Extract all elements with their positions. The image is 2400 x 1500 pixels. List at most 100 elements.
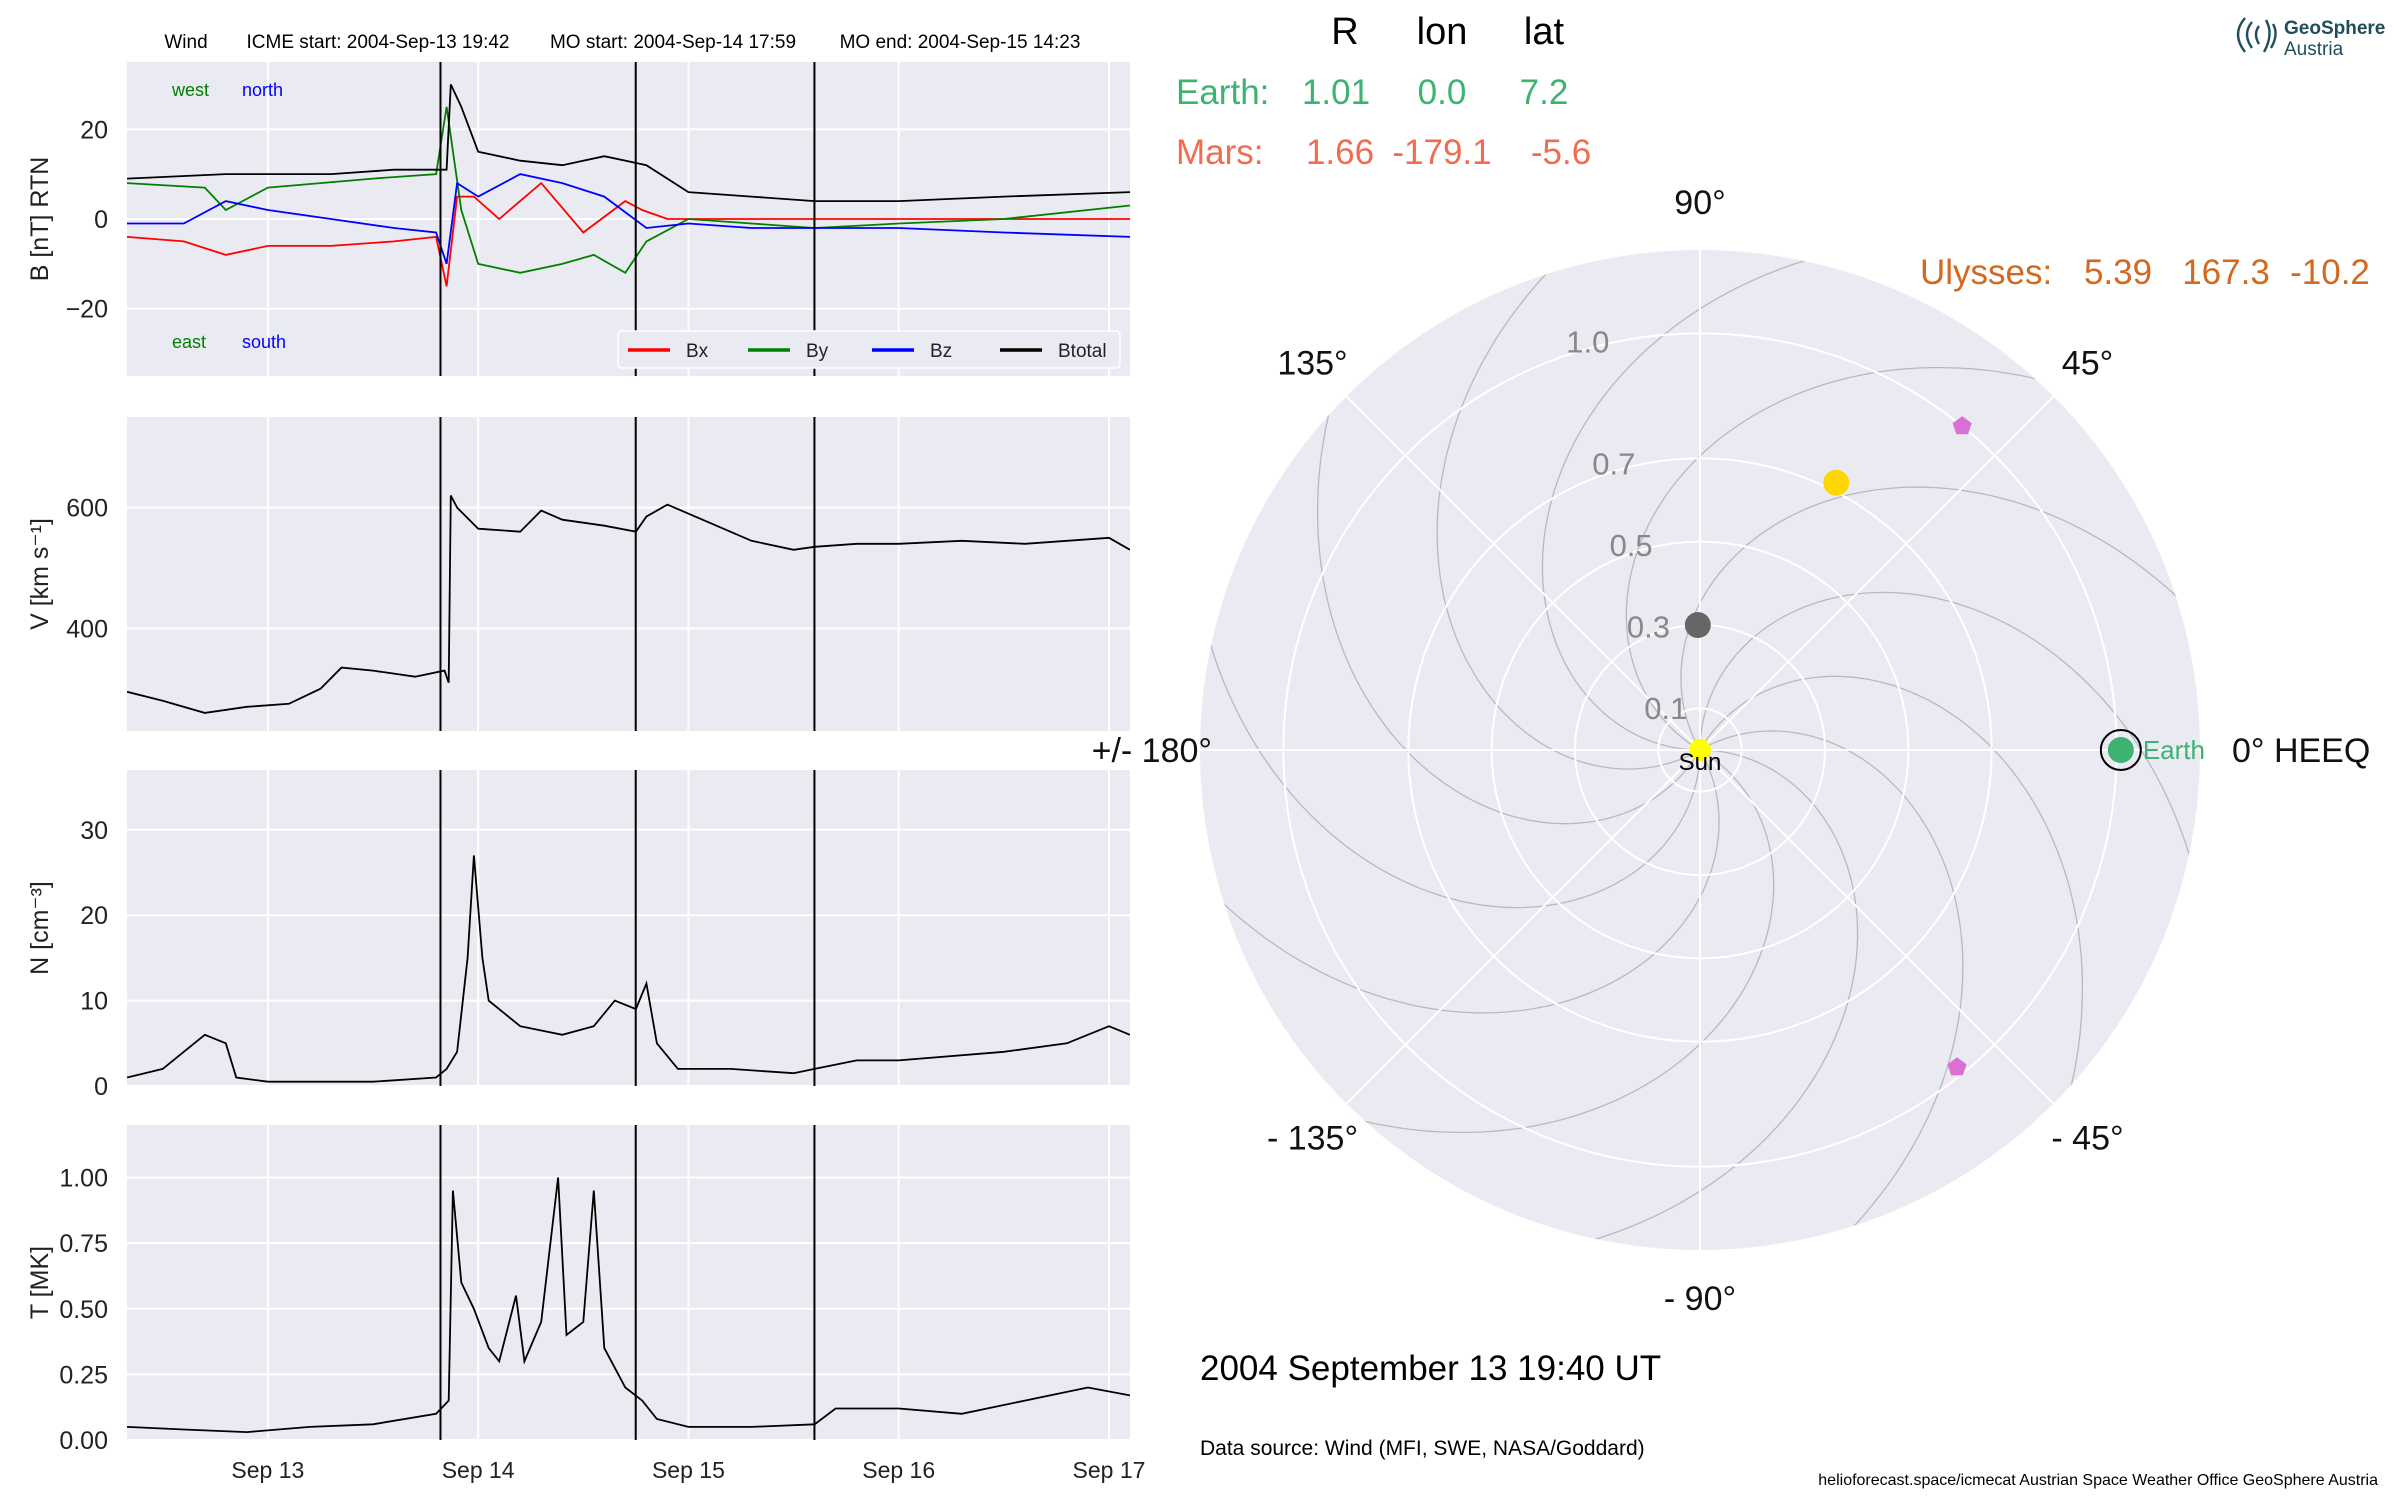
earth-ring xyxy=(2099,729,2142,771)
angle-label: 45° xyxy=(2062,345,2113,383)
earth-lat: 7.2 xyxy=(1520,73,1569,112)
earth-marker xyxy=(2107,737,2134,763)
radial-tick-label: 0.1 xyxy=(1644,691,1687,726)
y-axis-label: B [nT] RTN xyxy=(26,157,54,282)
spacecraft-marker xyxy=(1947,1057,1967,1076)
spiral-line xyxy=(1200,749,1720,1014)
ulysses-label: Ulysses: xyxy=(1920,253,2052,292)
field-direction-label: north xyxy=(242,80,283,100)
legend-label: By xyxy=(806,341,829,362)
ulysses-lat: -10.2 xyxy=(2290,253,2370,292)
earth-label: Earth: xyxy=(1176,73,1269,112)
y-tick-label: 0 xyxy=(94,206,108,234)
spiral-line xyxy=(1316,331,1701,825)
spiral-line xyxy=(1625,366,2119,751)
x-tick-label: Sep 13 xyxy=(231,1457,304,1483)
panel-temperature: 1.00 0.75 0.50 0.25 0.00 T [MK] xyxy=(26,1125,1130,1455)
field-direction-label: east xyxy=(172,332,206,352)
series-line-speed xyxy=(127,495,1130,714)
spiral-line xyxy=(1510,749,1859,1250)
sun-marker xyxy=(1689,739,1711,761)
column-header-lon: lon xyxy=(1417,11,1468,53)
y-tick-label: 0.25 xyxy=(59,1361,108,1389)
mars-r: 1.66 xyxy=(1306,133,1374,172)
y-tick-label: 30 xyxy=(80,817,108,845)
planet-marker xyxy=(1823,469,1850,496)
x-tick-label: Sep 15 xyxy=(652,1457,725,1483)
panel-background xyxy=(127,1125,1130,1440)
panel-background xyxy=(127,770,1130,1086)
header-mo-end: MO end: 2004-Sep-15 14:23 xyxy=(840,32,1081,53)
angular-grid-line xyxy=(1345,749,1701,1105)
angle-label: - 45° xyxy=(2051,1119,2123,1157)
radial-tick-label: 1.0 xyxy=(1566,324,1609,359)
planet-marker xyxy=(1684,612,1711,639)
spiral-line xyxy=(1200,560,1701,909)
spiral-line xyxy=(1699,730,1964,1250)
mars-lon: -179.1 xyxy=(1392,133,1491,172)
angular-grid-line xyxy=(1699,749,2055,1105)
radial-tick-label: 0.5 xyxy=(1610,528,1653,563)
spiral-line xyxy=(1281,749,1775,1134)
mars-label: Mars: xyxy=(1176,133,1264,172)
polar-position-plot: 0.1 0.3 0.5 0.7 1.0 90° 45° 0° HEEQ - 45° - 90° - … xyxy=(1092,184,2371,1318)
y-tick-label: −20 xyxy=(66,296,108,324)
field-direction-label: west xyxy=(171,80,209,100)
angular-grid-line xyxy=(1699,395,2055,751)
footer-datetime: 2004 September 13 19:40 UT xyxy=(1200,1349,1661,1388)
logo-text-line1: GeoSphere xyxy=(2284,18,2385,39)
header-icme-start: ICME start: 2004-Sep-13 19:42 xyxy=(247,32,510,53)
panel-magnetic-field: 20 0 −20 B [nT] RTN xyxy=(26,62,1130,376)
x-tick-label: Sep 16 xyxy=(862,1457,935,1483)
geosphere-logo: GeoSphere Austria xyxy=(2236,17,2385,60)
x-tick-label: Sep 17 xyxy=(1073,1457,1146,1483)
header-spacecraft: Wind xyxy=(164,32,207,53)
footer-credits: helioforecast.space/icmecat Austrian Spa… xyxy=(1818,1472,2378,1489)
angle-label: - 90° xyxy=(1664,1280,1736,1318)
logo-text-line2: Austria xyxy=(2284,39,2344,60)
legend-box xyxy=(617,330,1121,369)
y-tick-label: 10 xyxy=(80,988,108,1016)
footer-source: Data source: Wind (MFI, SWE, NASA/Goddar… xyxy=(1200,1437,1645,1460)
spiral-line xyxy=(1699,591,2200,940)
panel-density: 30 20 10 0 N [cm⁻³] xyxy=(26,770,1130,1101)
spiral-line xyxy=(1680,486,2200,751)
position-table: R lon lat Earth: 1.01 0.0 7.2 Mars: 1.66… xyxy=(1176,11,2370,292)
angle-label: 90° xyxy=(1674,184,1725,222)
y-tick-label: 20 xyxy=(80,116,108,144)
y-axis-label: V [km s⁻¹] xyxy=(26,518,54,630)
column-header-r: R xyxy=(1331,11,1358,53)
angle-label: 0° HEEQ xyxy=(2232,732,2370,770)
spiral-line xyxy=(1699,675,2084,1169)
angle-label: 135° xyxy=(1277,345,1347,383)
y-tick-label: 20 xyxy=(80,902,108,930)
x-tick-label: Sep 14 xyxy=(442,1457,515,1483)
header-mo-start: MO start: 2004-Sep-14 17:59 xyxy=(550,32,796,53)
y-tick-label: 400 xyxy=(66,615,108,643)
legend-label: Bx xyxy=(686,341,709,362)
spacecraft-marker xyxy=(1952,416,1972,435)
spiral-line xyxy=(1436,250,1701,770)
earth-lon: 0.0 xyxy=(1418,73,1467,112)
y-tick-label: 600 xyxy=(66,495,108,523)
spiral-line xyxy=(1541,250,1890,751)
series-line-bx xyxy=(127,181,1130,287)
field-direction-label: south xyxy=(242,332,286,352)
parker-spirals xyxy=(1200,250,2200,1250)
angular-grid-line xyxy=(1345,395,1701,751)
earth-label: Earth xyxy=(2143,735,2205,765)
radial-tick-label: 0.3 xyxy=(1627,610,1670,645)
y-tick-label: 1.00 xyxy=(59,1165,108,1193)
y-tick-label: 0.50 xyxy=(59,1296,108,1324)
legend: Bx By Bz Btotal xyxy=(617,330,1121,369)
y-axis-label: N [cm⁻³] xyxy=(26,881,54,975)
y-tick-label: 0 xyxy=(94,1073,108,1101)
legend-label: Btotal xyxy=(1058,341,1107,362)
series-line-temperature xyxy=(127,1177,1130,1434)
ulysses-lon: 167.3 xyxy=(2182,253,2270,292)
y-axis-label: T [MK] xyxy=(26,1246,54,1319)
panel-speed: 600 400 V [km s⁻¹] xyxy=(26,417,1130,731)
series-line-density xyxy=(127,855,1130,1083)
series-line-bz xyxy=(127,173,1130,265)
